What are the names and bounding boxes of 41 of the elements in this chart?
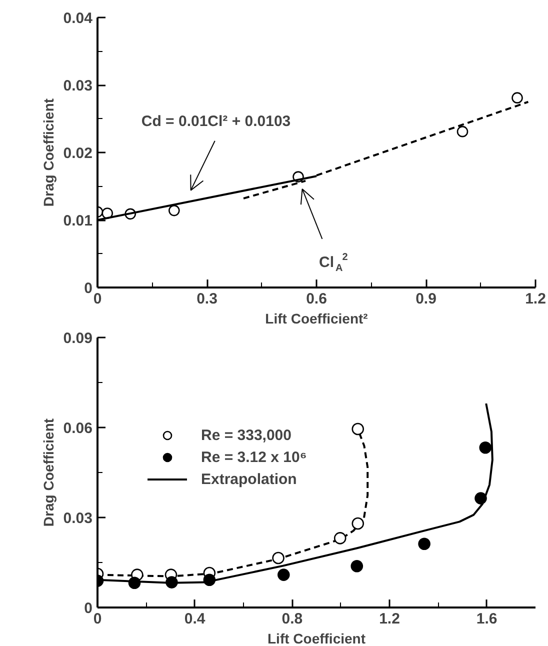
point	[456, 126, 468, 138]
legend-label: Extrapolation	[201, 470, 297, 488]
y-tick-label: 0.04	[63, 10, 94, 27]
point	[166, 576, 178, 588]
y-axis-title: Drag Coefficient	[40, 418, 56, 527]
y-tick-label: 0.02	[63, 145, 93, 162]
legend-label: Re = 333,000	[201, 426, 292, 444]
y-tick-label: 0.03	[63, 78, 93, 94]
x-tick-label: 0.9	[416, 290, 436, 308]
point	[128, 576, 141, 590]
y-tick-label: 0.06	[63, 420, 93, 437]
y-tick-label: 0	[84, 600, 92, 617]
x-axis-title: Lift Coefficient	[268, 630, 366, 646]
point	[418, 538, 430, 550]
legend-label: Re = 3.12 x 10⁶	[201, 448, 307, 466]
y-tick-label: 0.03	[63, 510, 93, 527]
point	[474, 492, 487, 504]
x-axis-title: Lift Coefficient²	[265, 310, 368, 326]
point	[334, 532, 346, 544]
y-tick-label: 0	[84, 280, 92, 297]
x-tick-label: 0.8	[282, 610, 303, 628]
x-tick-label: 0.3	[196, 290, 218, 308]
point	[278, 568, 290, 581]
point	[102, 208, 114, 219]
y-tick-label: 0.09	[63, 330, 93, 347]
y-axis-title: Drag Coefficient	[40, 98, 56, 207]
x-tick-label: 0.6	[306, 290, 327, 308]
y-tick-label: 0.01	[63, 212, 93, 230]
annotation: Cd = 0.01Cl² + 0.0103	[141, 112, 291, 130]
point	[352, 422, 364, 436]
point	[272, 552, 284, 564]
x-tick-label: 1.6	[476, 610, 498, 628]
point	[512, 92, 523, 104]
point	[352, 517, 364, 530]
point	[479, 441, 492, 454]
x-tick-label: 0.4	[184, 610, 206, 628]
point	[168, 204, 180, 216]
point	[203, 574, 216, 586]
point	[350, 560, 364, 572]
x-tick-label: 1.2	[525, 290, 546, 308]
x-tick-label: 1.2	[379, 610, 400, 628]
